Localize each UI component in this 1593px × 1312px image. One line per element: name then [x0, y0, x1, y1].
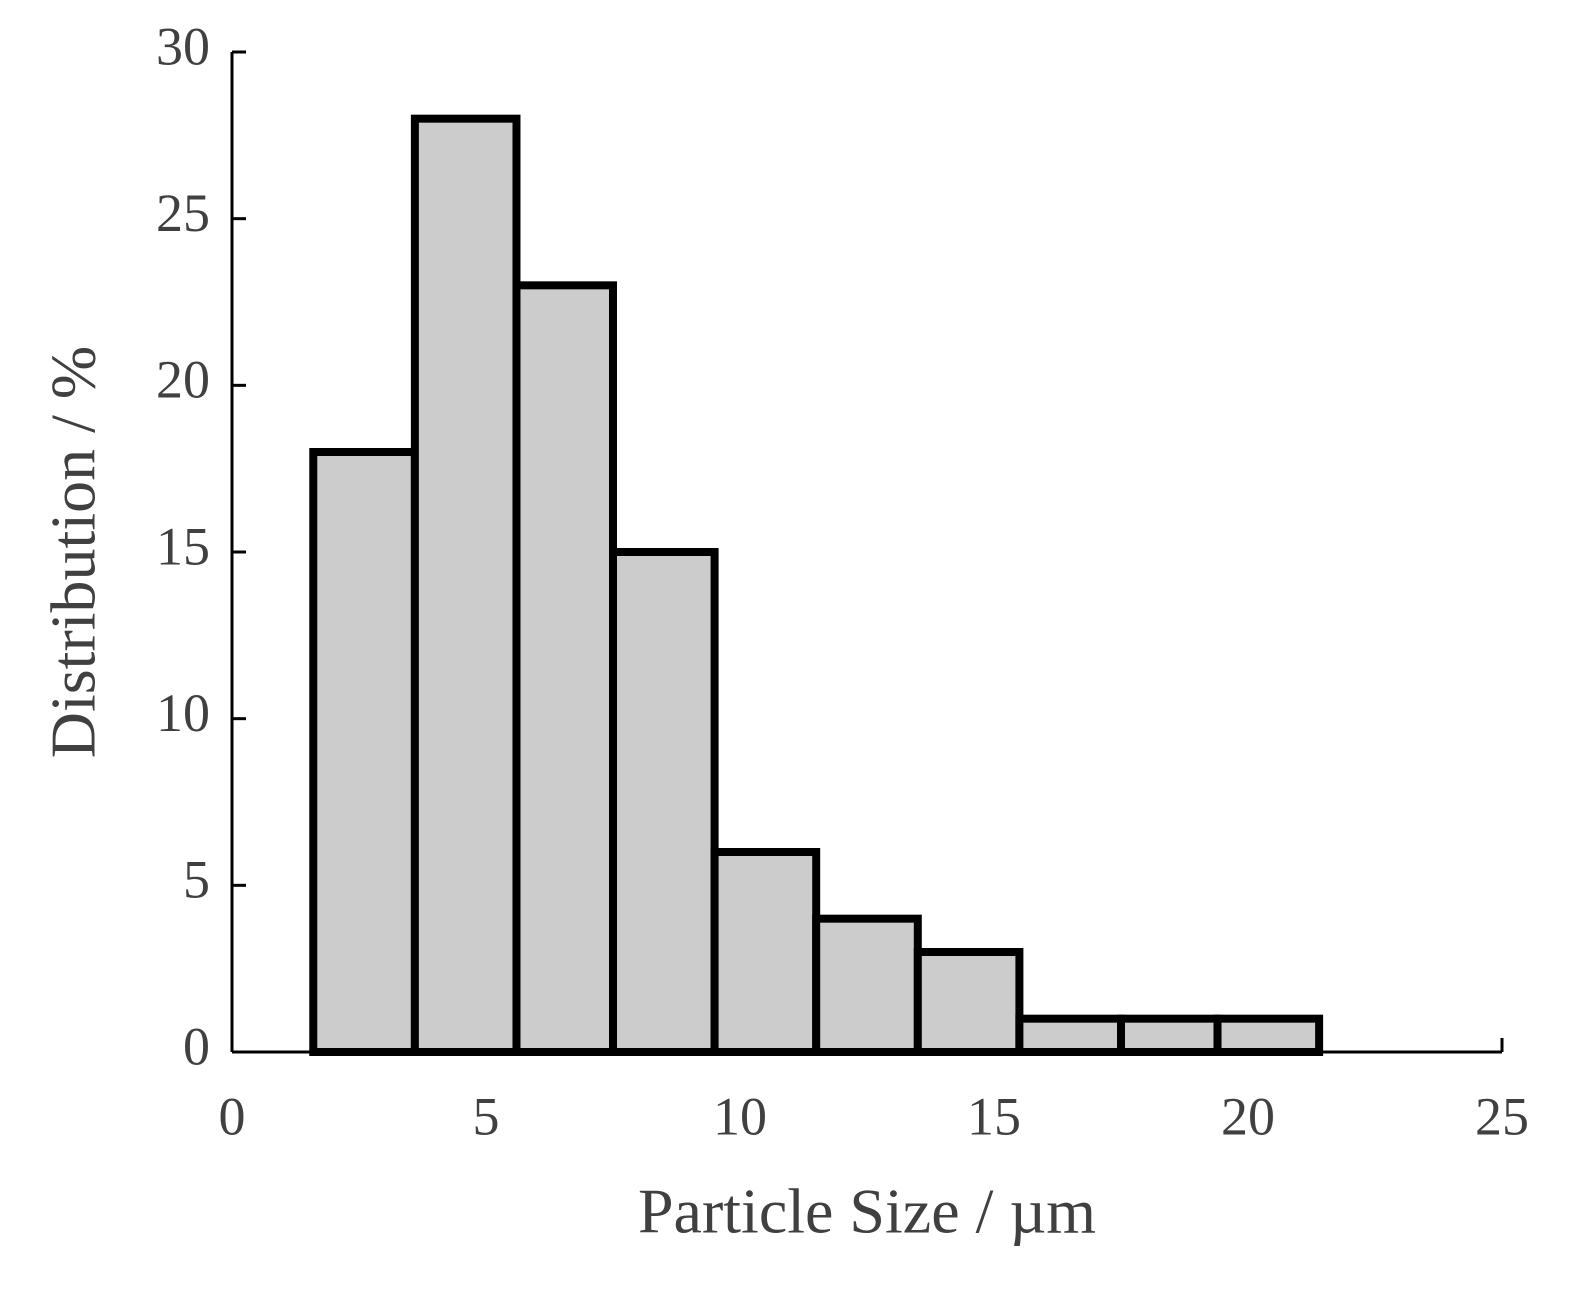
x-tick-label: 25 — [1475, 1086, 1529, 1146]
bar — [1213, 1014, 1324, 1057]
bar — [609, 548, 719, 1056]
y-tick-label: 5 — [183, 850, 210, 910]
bar — [410, 114, 521, 1056]
x-axis-label: Particle Size / µm — [638, 1176, 1096, 1247]
bar — [1015, 1014, 1126, 1057]
bar — [1117, 1014, 1222, 1057]
bar — [710, 848, 821, 1056]
bar — [309, 448, 419, 1056]
y-tick-label: 30 — [156, 16, 210, 76]
bar — [913, 948, 1024, 1056]
y-axis-label: Distribution / % — [38, 346, 109, 758]
bar — [812, 914, 922, 1057]
y-tick-label: 10 — [156, 683, 210, 743]
x-tick-label: 0 — [219, 1086, 246, 1146]
y-tick-label: 15 — [156, 516, 210, 576]
x-tick-label: 20 — [1221, 1086, 1275, 1146]
y-tick-label: 25 — [156, 183, 210, 243]
x-tick-label: 15 — [967, 1086, 1021, 1146]
x-tick-label: 5 — [473, 1086, 500, 1146]
bar — [512, 281, 617, 1057]
y-tick-label: 0 — [183, 1016, 210, 1076]
y-tick-label: 20 — [156, 350, 210, 410]
x-tick-label: 10 — [713, 1086, 767, 1146]
